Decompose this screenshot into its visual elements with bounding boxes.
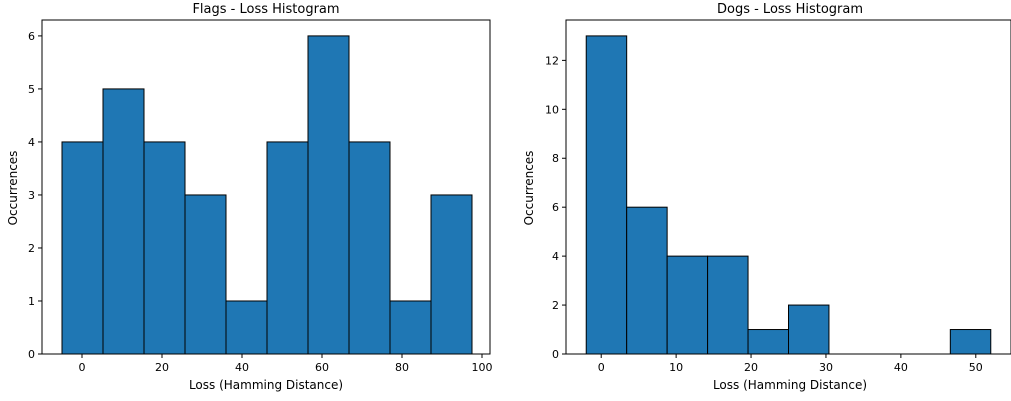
x-tick-label: 0: [598, 361, 605, 374]
histogram-bar: [225, 300, 268, 355]
histogram-bar: [102, 88, 145, 355]
x-axis-label: Loss (Hamming Distance): [713, 378, 867, 392]
y-tick-label: 12: [545, 54, 559, 67]
x-tick-label: 60: [315, 361, 329, 374]
x-tick-label: 10: [669, 361, 683, 374]
x-tick-label: 100: [472, 361, 493, 374]
y-tick-label: 2: [28, 242, 35, 255]
chart-title: Dogs - Loss Histogram: [717, 2, 863, 17]
chart-title: Flags - Loss Histogram: [192, 2, 339, 17]
x-tick-label: 50: [969, 361, 983, 374]
y-tick-label: 10: [545, 103, 559, 116]
histogram-bar: [949, 329, 992, 355]
y-tick-label: 4: [28, 136, 35, 149]
x-tick-label: 30: [819, 361, 833, 374]
histogram-bar: [626, 206, 668, 355]
y-tick-label: 8: [552, 152, 559, 165]
histogram-bar: [389, 300, 432, 355]
y-tick-label: 3: [28, 189, 35, 202]
dogs-histogram: Dogs - Loss Histogram Loss (Hamming Dist…: [522, 2, 1011, 392]
flags-histogram: Flags - Loss Histogram Loss (Hamming Dis…: [6, 2, 493, 392]
x-tick-label: 80: [395, 361, 409, 374]
histogram-bar: [307, 35, 350, 355]
y-tick-label: 5: [28, 83, 35, 96]
histogram-bar: [266, 141, 309, 355]
histogram-bar: [585, 35, 628, 355]
x-tick-label: 20: [155, 361, 169, 374]
y-tick-label: 6: [552, 201, 559, 214]
histogram-bar: [666, 255, 709, 355]
x-tick-label: 20: [744, 361, 758, 374]
y-tick-label: 6: [28, 30, 35, 43]
histogram-bar: [184, 194, 227, 355]
histogram-bar: [707, 255, 749, 355]
y-tick-label: 1: [28, 295, 35, 308]
y-tick-label: 0: [28, 348, 35, 361]
x-tick-label: 0: [79, 361, 86, 374]
y-tick-label: 0: [552, 348, 559, 361]
y-tick-label: 2: [552, 299, 559, 312]
x-tick-label: 40: [235, 361, 249, 374]
histogram-bar: [747, 329, 790, 355]
plot-frame: [565, 19, 1011, 355]
x-axis-label: Loss (Hamming Distance): [189, 378, 343, 392]
histogram-bar: [788, 304, 830, 355]
plot-frame: [41, 19, 491, 355]
histogram-bar: [61, 141, 104, 355]
x-tick-label: 40: [894, 361, 908, 374]
histogram-bar: [430, 194, 473, 355]
y-tick-label: 4: [552, 250, 559, 263]
y-axis-label: Occurrences: [6, 151, 20, 226]
y-axis-label: Occurrences: [522, 151, 536, 226]
histogram-bar: [143, 141, 186, 355]
histogram-bar: [348, 141, 391, 355]
